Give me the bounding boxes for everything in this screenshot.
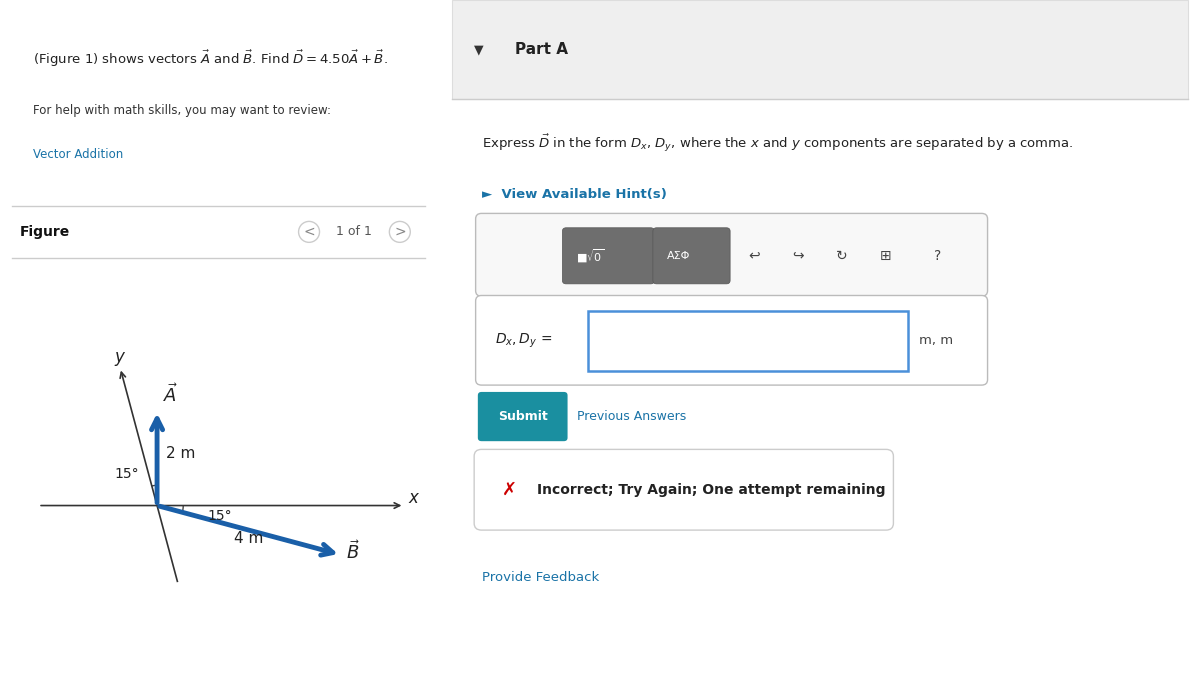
Text: Part A: Part A: [514, 42, 568, 57]
Text: AΣΦ: AΣΦ: [667, 251, 690, 261]
Text: ⊞: ⊞: [880, 249, 892, 263]
Text: ?: ?: [934, 249, 941, 263]
Text: ▼: ▼: [474, 43, 483, 57]
Text: <: <: [304, 225, 315, 239]
Text: m, m: m, m: [920, 334, 953, 347]
Text: 4 m: 4 m: [234, 531, 263, 546]
Text: Figure: Figure: [20, 225, 71, 239]
FancyBboxPatch shape: [588, 311, 908, 371]
Text: ↪: ↪: [792, 249, 804, 263]
Text: 15°: 15°: [115, 467, 139, 481]
FancyBboxPatch shape: [478, 392, 568, 441]
Text: Incorrect; Try Again; One attempt remaining: Incorrect; Try Again; One attempt remain…: [537, 483, 885, 497]
Text: For help with math skills, you may want to review:: For help with math skills, you may want …: [32, 105, 330, 118]
Text: $\vec{B}$: $\vec{B}$: [347, 540, 360, 562]
Text: ✗: ✗: [502, 481, 517, 499]
Text: $y$: $y$: [115, 350, 127, 368]
Text: 15°: 15°: [207, 509, 232, 523]
Text: ↩: ↩: [748, 249, 759, 263]
Text: $\vec{A}$: $\vec{A}$: [163, 383, 178, 406]
FancyBboxPatch shape: [562, 228, 654, 284]
FancyBboxPatch shape: [653, 228, 730, 284]
Text: Submit: Submit: [498, 410, 548, 423]
Text: 2 m: 2 m: [165, 446, 195, 461]
FancyBboxPatch shape: [452, 0, 1188, 99]
FancyBboxPatch shape: [476, 295, 988, 385]
Text: ↻: ↻: [836, 249, 848, 263]
Text: Provide Feedback: Provide Feedback: [482, 571, 599, 585]
FancyBboxPatch shape: [476, 213, 988, 296]
Text: (Figure 1) shows vectors $\vec{A}$ and $\vec{B}$. Find $\vec{D} = 4.50\vec{A}+\v: (Figure 1) shows vectors $\vec{A}$ and $…: [32, 49, 388, 69]
Text: >: >: [393, 225, 405, 239]
Text: $D_x, D_y$ =: $D_x, D_y$ =: [495, 332, 553, 350]
Text: $x$: $x$: [408, 489, 421, 507]
FancyBboxPatch shape: [474, 449, 893, 530]
Text: Express $\vec{D}$ in the form $D_x$, $D_y$, where the $x$ and $y$ components are: Express $\vec{D}$ in the form $D_x$, $D_…: [482, 133, 1073, 155]
Text: ►  View Available Hint(s): ► View Available Hint(s): [482, 188, 666, 202]
Text: $\blacksquare\sqrt{0}$: $\blacksquare\sqrt{0}$: [575, 247, 604, 265]
Text: Previous Answers: Previous Answers: [578, 410, 687, 423]
Text: 1 of 1: 1 of 1: [336, 225, 372, 239]
Text: Vector Addition: Vector Addition: [32, 148, 123, 161]
